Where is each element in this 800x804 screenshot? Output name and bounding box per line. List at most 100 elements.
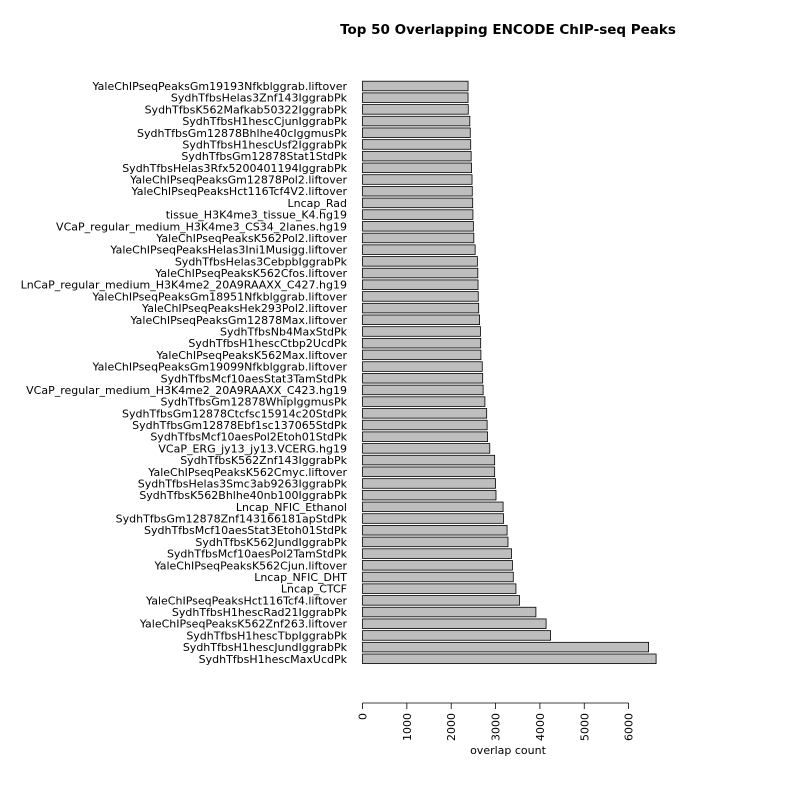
x-tick-label: 3000 bbox=[490, 713, 503, 741]
bar bbox=[362, 618, 547, 629]
bar bbox=[362, 466, 496, 477]
bar bbox=[362, 291, 479, 302]
bar bbox=[362, 408, 488, 419]
x-tick-label: 4000 bbox=[534, 713, 547, 741]
bar bbox=[362, 478, 496, 489]
bar bbox=[362, 174, 473, 185]
bar bbox=[362, 443, 491, 454]
category-label: SydhTfbsMcf10aesStat3Etoh01StdPk bbox=[144, 524, 348, 537]
chart-title: Top 50 Overlapping ENCODE ChIP-seq Peaks bbox=[340, 22, 676, 38]
category-label: LnCaP_regular_medium_H3K4me2_20A9RAAXX_C… bbox=[21, 279, 347, 292]
category-label: SydhTfbsH1hescJundIggrabPk bbox=[183, 641, 348, 654]
category-label: YaleChIPseqPeaksGm19193Nfkblggrab.liftov… bbox=[91, 80, 347, 93]
bar bbox=[362, 525, 508, 536]
bar bbox=[362, 104, 469, 115]
category-label: VCaP_ERG_jy13_jy13.VCERG.hg19 bbox=[158, 442, 347, 455]
bar bbox=[362, 419, 488, 431]
bar bbox=[362, 314, 480, 326]
category-label: SydhTfbsHelas3CebpbIggrabPk bbox=[175, 255, 348, 268]
bar bbox=[362, 302, 480, 314]
category-label: SydhTfbsK562Znf143IggrabPk bbox=[180, 454, 347, 467]
bar bbox=[362, 267, 479, 279]
category-label: SydhTfbsH1hescCtbp2UcdPk bbox=[188, 337, 347, 350]
category-label: SydhTfbsNb4MaxStdPk bbox=[220, 325, 348, 338]
bar bbox=[362, 630, 551, 641]
category-label: YaleChIPseqPeaksK562Pol2.liftover bbox=[155, 232, 347, 245]
x-tick-label: 2000 bbox=[445, 713, 458, 741]
bar bbox=[362, 162, 472, 174]
x-tick-label: 6000 bbox=[623, 713, 636, 741]
bar bbox=[362, 548, 512, 559]
category-label: YaleChIPseqPeaksHek293Pol2.liftover bbox=[141, 302, 347, 315]
x-tick-label: 5000 bbox=[578, 713, 591, 741]
bar bbox=[362, 115, 471, 127]
bar bbox=[362, 361, 483, 372]
category-label: YaleChIPseqPeaksGm12878Pol2.liftover bbox=[129, 174, 347, 187]
bar bbox=[362, 80, 469, 92]
bar bbox=[362, 571, 514, 583]
category-label: SydhTfbsGm12878WhipIggmusPk bbox=[160, 396, 347, 409]
bar bbox=[362, 139, 472, 150]
category-label: Lncap_CTCF bbox=[281, 583, 347, 596]
category-label: YaleChIPseqPeaksGm12878Max.liftover bbox=[129, 314, 347, 327]
bar bbox=[362, 337, 482, 349]
category-label: SydhTfbsGm12878Znf143166181apStdPk bbox=[116, 513, 348, 526]
category-label: SydhTfbsH1hescMaxUcdPk bbox=[199, 653, 348, 666]
category-label: YaleChIPseqPeaksK562Cjun.liftover bbox=[154, 559, 348, 572]
category-label: Lncap_NFIC_DHT bbox=[254, 571, 347, 584]
category-label: Lncap_NFIC_Ethanol bbox=[236, 501, 347, 514]
bar bbox=[362, 583, 517, 594]
bar bbox=[362, 279, 479, 290]
category-label: SydhTfbsHelas3Rfx5200401194IggrabPk bbox=[122, 162, 347, 175]
bar bbox=[362, 384, 484, 396]
category-labels-group: YaleChIPseqPeaksGm19193Nfkblggrab.liftov… bbox=[21, 80, 348, 666]
category-label: SydhTfbsH1hescUsf2IggrabPk bbox=[182, 138, 347, 151]
bar bbox=[362, 150, 472, 162]
bar bbox=[362, 92, 469, 103]
x-tick-label: 0 bbox=[357, 713, 370, 720]
category-label: YaleChIPseqPeaksK562Max.liftover bbox=[155, 349, 347, 362]
bar bbox=[362, 560, 513, 571]
category-label: VCaP_regular_medium_H3K4me3_CS34_2lanes.… bbox=[56, 220, 347, 233]
bar bbox=[362, 256, 478, 267]
category-label: SydhTfbsH1hescRad21IggrabPk bbox=[172, 606, 348, 619]
x-tick-label: 1000 bbox=[401, 713, 414, 741]
bar bbox=[362, 221, 474, 232]
bar bbox=[362, 326, 481, 337]
category-label: SydhTfbsGm12878Ebf1sc137065StdPk bbox=[132, 419, 347, 432]
category-label: YaleChIPseqPeaksHelas3Ini1Musigg.liftove… bbox=[109, 244, 347, 257]
category-label: YaleChIPseqPeaksHct116Tcf4V2.liftover bbox=[131, 185, 348, 198]
category-label: YaleChIPseqPeaksHct116Tcf4.liftover bbox=[145, 594, 347, 607]
category-label: SydhTfbsH1hescTbpIggrabPk bbox=[186, 629, 347, 642]
category-label: SydhTfbsHelas3Smc3ab9263IggrabPk bbox=[138, 477, 348, 490]
category-label: SydhTfbsGm12878Ctcfsc15914c20StdPk bbox=[122, 407, 348, 420]
bar bbox=[362, 641, 649, 653]
category-label: Lncap_Rad bbox=[288, 197, 348, 210]
category-label: SydhTfbsMcf10aesPol2Etoh01StdPk bbox=[150, 431, 347, 444]
category-label: SydhTfbsGm12878Stat1StdPk bbox=[181, 150, 347, 163]
category-label: VCaP_regular_medium_H3K4me2_20A9RAAXX_C4… bbox=[26, 384, 347, 397]
category-label: SydhTfbsK562JundIggrabPk bbox=[195, 536, 347, 549]
bar bbox=[362, 349, 482, 361]
x-axis: 0 1000 2000 3000 4000 5000 6000 bbox=[357, 702, 636, 741]
category-label: YaleChIPseqPeaksK562Cfos.liftover bbox=[154, 267, 347, 280]
bar bbox=[362, 653, 657, 665]
category-label: YaleChIPseqPeaksGm19099Nfkblggrab.liftov… bbox=[91, 361, 347, 374]
bar bbox=[362, 454, 496, 466]
category-label: SydhTfbsHelas3Znf143IggrabPk bbox=[171, 92, 348, 105]
x-axis-label: overlap count bbox=[470, 744, 547, 757]
bar bbox=[362, 244, 476, 255]
bar bbox=[362, 373, 484, 384]
bar bbox=[362, 197, 474, 209]
category-label: SydhTfbsK562Bhlhe40nb100IggrabPk bbox=[139, 489, 347, 502]
category-label: SydhTfbsMcf10aesStat3TamStdPk bbox=[161, 372, 348, 385]
bar bbox=[362, 513, 504, 524]
bar bbox=[362, 536, 509, 548]
bar bbox=[362, 431, 488, 442]
bar bbox=[362, 186, 473, 197]
category-label: YaleChIPseqPeaksGm18951Nfkblggrab.liftov… bbox=[91, 290, 347, 303]
bar bbox=[362, 232, 475, 244]
bar bbox=[362, 489, 497, 501]
